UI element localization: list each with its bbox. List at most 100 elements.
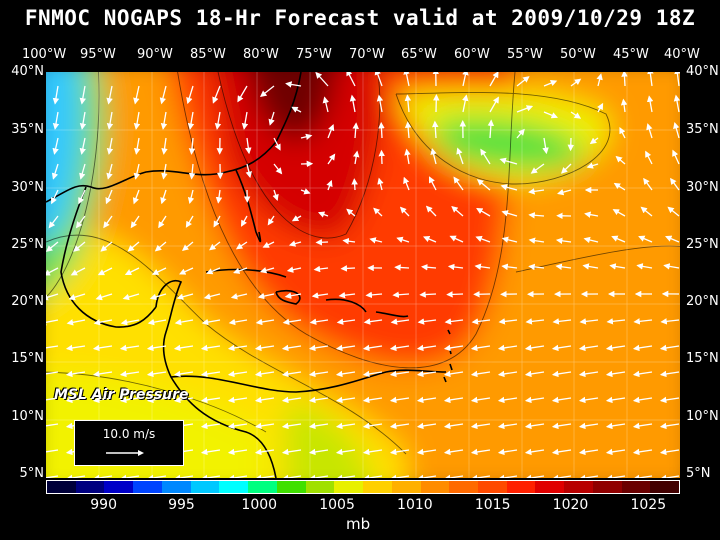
- wind-vector: [470, 474, 491, 478]
- wind-vector: [133, 163, 141, 180]
- wind-vector: [327, 123, 335, 139]
- wind-vector: [147, 318, 167, 326]
- colorbar-segment: [564, 481, 593, 493]
- wind-vector: [578, 422, 599, 430]
- wind-vector: [659, 370, 680, 378]
- wind-vector: [158, 215, 167, 229]
- lon-label: 40°W: [664, 47, 700, 62]
- wind-vector: [79, 111, 87, 130]
- pressure-shading: [46, 72, 680, 478]
- lon-label: 60°W: [454, 47, 490, 62]
- lat-label: 10°N: [686, 409, 719, 424]
- colorbar-segment: [449, 481, 479, 493]
- wind-vector: [52, 111, 60, 130]
- wind-vector: [432, 120, 439, 139]
- wind-vector: [378, 149, 385, 165]
- wind-vector: [389, 396, 410, 404]
- lon-label: 70°W: [349, 47, 385, 62]
- wind-vector: [497, 370, 518, 378]
- wind-vector: [206, 267, 221, 275]
- wind-vector: [365, 291, 383, 299]
- colorbar-segment: [621, 481, 651, 493]
- wind-vector: [672, 149, 680, 165]
- wind-vector: [200, 370, 221, 378]
- wind-vector: [621, 72, 628, 87]
- wind-vector: [551, 448, 572, 456]
- wind-vector: [51, 189, 59, 205]
- wind-vector: [476, 179, 491, 191]
- wind-vector: [516, 128, 525, 139]
- wind-vector: [578, 396, 599, 404]
- wind-vector: [404, 94, 412, 113]
- wind-vector: [200, 422, 221, 430]
- wind-vector: [444, 318, 464, 325]
- lat-label: 5°N: [686, 466, 711, 481]
- wind-vector: [188, 163, 196, 180]
- wind-vector: [282, 318, 302, 326]
- wind-vector: [633, 318, 653, 325]
- colorbar-segment: [190, 481, 220, 493]
- wind-vector: [605, 448, 626, 456]
- wind-vector: [596, 73, 603, 87]
- wind-vector: [92, 370, 113, 378]
- colorbar-segment: [219, 481, 249, 493]
- wind-vector: [259, 267, 275, 274]
- wind-vector: [46, 293, 59, 301]
- wind-vector: [453, 176, 464, 191]
- wind-vector: [665, 235, 680, 243]
- wind-vector: [470, 448, 491, 456]
- wind-vector: [647, 72, 654, 87]
- wind-vector: [583, 236, 599, 244]
- wind-vector: [528, 263, 545, 271]
- wind-vector: [215, 189, 223, 204]
- wind-vector: [65, 474, 86, 478]
- wind-vector: [646, 123, 653, 139]
- wind-vector: [451, 205, 464, 217]
- wind-vector: [146, 474, 167, 478]
- wind-vector: [570, 111, 582, 119]
- wind-vector: [659, 474, 680, 478]
- wind-vector: [160, 111, 168, 130]
- wind-vector: [75, 215, 86, 229]
- wind-vector: [632, 396, 653, 404]
- field-name-label: MSL Air Pressure: [54, 387, 189, 403]
- wind-vector: [524, 396, 545, 404]
- wind-vector: [106, 85, 113, 105]
- wind-vector: [106, 137, 114, 155]
- wind-vector: [446, 291, 464, 298]
- wind-vector: [489, 96, 499, 113]
- wind-vector: [327, 153, 336, 165]
- wind-vector: [499, 157, 518, 165]
- wind-vector: [97, 267, 113, 276]
- wind-vector: [254, 370, 275, 378]
- wind-vector: [394, 264, 410, 271]
- wind-vector: [133, 85, 140, 105]
- wind-vector: [636, 263, 653, 270]
- wind-vector: [281, 344, 302, 352]
- wind-vector: [200, 448, 221, 456]
- colorbar-segment: [535, 481, 565, 493]
- wind-vector: [235, 241, 248, 250]
- wind-vector: [173, 396, 194, 404]
- wind-vector: [288, 240, 302, 247]
- wind-vector: [273, 137, 281, 151]
- wind-vector: [369, 237, 383, 244]
- wind-vector: [200, 396, 221, 404]
- wind-vector: [362, 474, 383, 478]
- wind-vector: [285, 81, 302, 88]
- wind-vector: [462, 94, 469, 113]
- wind-vector: [501, 236, 518, 243]
- lat-lon-grid: [46, 72, 680, 478]
- wind-vector: [362, 448, 383, 456]
- lon-label: 100°W: [22, 47, 67, 62]
- wind-vector: [66, 319, 86, 326]
- wind-vector: [619, 127, 626, 139]
- wind-vector: [146, 344, 167, 352]
- wind-vector: [124, 267, 140, 276]
- lon-label: 45°W: [613, 47, 649, 62]
- wind-vector: [606, 318, 626, 325]
- wind-vector: [286, 266, 302, 273]
- wind-vector: [443, 474, 464, 478]
- wind-vector: [105, 189, 113, 205]
- lat-label: 35°N: [11, 122, 44, 137]
